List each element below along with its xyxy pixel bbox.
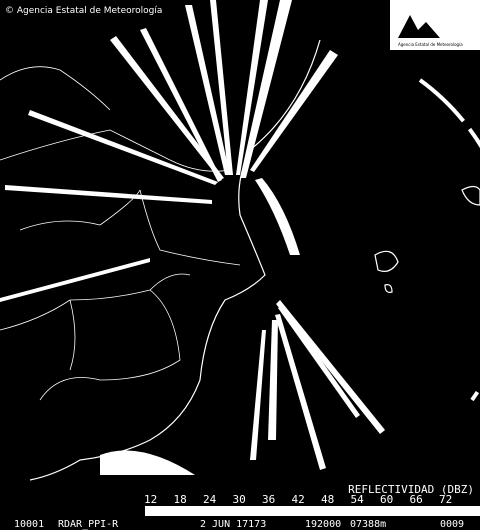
echo-spoke xyxy=(276,300,385,434)
legend-tick: 48 xyxy=(321,493,334,506)
legend-tick: 66 xyxy=(410,493,423,506)
island xyxy=(374,250,399,272)
echo-spoke xyxy=(275,314,326,470)
legend-tick: 24 xyxy=(203,493,217,506)
echo-spoke xyxy=(268,320,278,440)
echo-spoke xyxy=(250,330,266,460)
echo-spoke xyxy=(0,258,150,302)
legend-tick: 42 xyxy=(292,493,305,506)
station: 10001 xyxy=(14,519,44,530)
island xyxy=(384,284,393,293)
island xyxy=(461,185,480,206)
legend-tick: 18 xyxy=(174,493,187,506)
range-ring xyxy=(418,78,480,402)
echo-spoke xyxy=(250,50,338,172)
legend-title: REFLECTIVIDAD (DBZ) xyxy=(348,483,474,496)
extra: 0009 xyxy=(440,519,464,530)
echo-area xyxy=(100,450,195,475)
logo-text: Agencia Estatal de Meteorología xyxy=(398,42,463,47)
legend-tick: 60 xyxy=(380,493,393,506)
map-outlines xyxy=(0,39,480,481)
echo-spoke xyxy=(210,0,233,175)
echo-spoke xyxy=(278,305,360,418)
echo-spoke xyxy=(185,5,230,175)
echo-spoke xyxy=(236,0,268,175)
legend-tick: 36 xyxy=(262,493,275,506)
echo-spoke xyxy=(140,28,222,182)
legend-tick: 54 xyxy=(351,493,365,506)
echo-spoke xyxy=(240,0,292,178)
border xyxy=(0,66,111,111)
legend-ticks: 12 18 24 30 36 42 48 54 60 66 72 xyxy=(144,493,452,506)
legend-bar xyxy=(145,506,480,516)
legend-tick: 30 xyxy=(233,493,246,506)
code: 07388m xyxy=(350,519,386,530)
border xyxy=(69,273,191,371)
time: 192000 xyxy=(305,519,341,530)
date: 2 JUN 17173 xyxy=(200,519,266,530)
logo-icon xyxy=(398,15,440,38)
border xyxy=(0,129,231,172)
radar-echoes xyxy=(0,0,480,475)
echo-spoke xyxy=(110,36,224,180)
legend-tick: 12 xyxy=(144,493,157,506)
echo-spoke xyxy=(28,110,218,185)
echo-spoke xyxy=(5,185,212,204)
credit: © Agencia Estatal de Meteorología xyxy=(5,6,162,16)
coastline xyxy=(29,39,321,481)
border xyxy=(19,189,241,266)
border xyxy=(0,289,181,401)
product: RDAR_PPI-R xyxy=(58,519,119,530)
footer: 10001 RDAR_PPI-R 2 JUN 17173 192000 0738… xyxy=(14,519,464,530)
echo-area xyxy=(255,178,300,255)
legend-tick: 72 xyxy=(439,493,452,506)
